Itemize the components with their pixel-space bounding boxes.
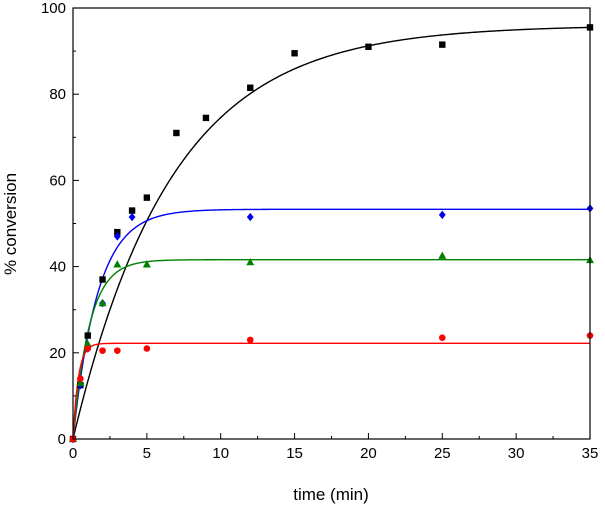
- data-point-square: [99, 276, 106, 283]
- data-point-triangle: [438, 251, 447, 259]
- y-tick-label: 100: [41, 0, 66, 17]
- x-tick-label: 25: [434, 445, 451, 462]
- data-point-triangle: [98, 298, 107, 307]
- data-point-triangle: [83, 339, 92, 348]
- data-point-circle: [114, 347, 121, 354]
- fit-curve-square: [72, 26, 591, 440]
- y-axis-label: % conversion: [1, 173, 20, 275]
- data-point-diamond: [128, 212, 136, 222]
- data-point-diamond: [438, 210, 446, 220]
- x-tick-label: 35: [582, 445, 599, 462]
- data-point-square: [114, 228, 121, 236]
- data-markers: [69, 24, 594, 444]
- data-point-square: [143, 194, 151, 201]
- data-point-square: [365, 43, 372, 50]
- data-point-square: [247, 84, 254, 91]
- data-point-circle: [99, 347, 106, 354]
- data-point-triangle: [113, 260, 122, 268]
- x-tick-label: 30: [508, 445, 525, 462]
- data-point-circle: [84, 345, 92, 352]
- fit-curve-circle: [72, 342, 590, 440]
- data-point-triangle: [142, 260, 151, 268]
- data-point-square: [84, 332, 91, 339]
- y-tick-label: 80: [49, 86, 66, 103]
- fit-curves: [72, 26, 591, 440]
- data-point-square: [202, 114, 210, 122]
- data-point-square: [173, 129, 180, 137]
- y-tick-label: 20: [49, 345, 66, 362]
- data-point-square: [128, 207, 136, 214]
- data-point-circle: [143, 345, 151, 352]
- x-tick-label: 0: [69, 445, 77, 462]
- x-axis-label: time (min): [293, 485, 369, 504]
- y-tick-label: 40: [49, 259, 66, 276]
- x-tick-label: 20: [360, 445, 377, 462]
- data-point-circle: [438, 334, 446, 342]
- data-point-diamond: [113, 232, 121, 241]
- data-point-circle: [77, 375, 84, 382]
- data-point-diamond: [246, 212, 254, 222]
- fit-curve-diamond: [72, 208, 590, 440]
- axes: 0 5 10 15 20 25 30 35 0 20 40 60 80 100: [41, 0, 598, 462]
- x-tick-label: 10: [212, 445, 229, 462]
- x-tick-label: 5: [143, 445, 151, 462]
- data-point-square: [291, 50, 298, 57]
- data-point-triangle: [76, 378, 85, 386]
- x-tick-label: 15: [286, 445, 303, 462]
- y-tick-label: 0: [58, 431, 66, 448]
- fit-curve-triangle: [72, 259, 590, 440]
- data-point-triangle: [246, 257, 255, 266]
- plot-frame: [72, 7, 591, 440]
- y-tick-label: 60: [49, 172, 66, 189]
- data-point-square: [439, 41, 446, 48]
- data-point-circle: [246, 336, 254, 344]
